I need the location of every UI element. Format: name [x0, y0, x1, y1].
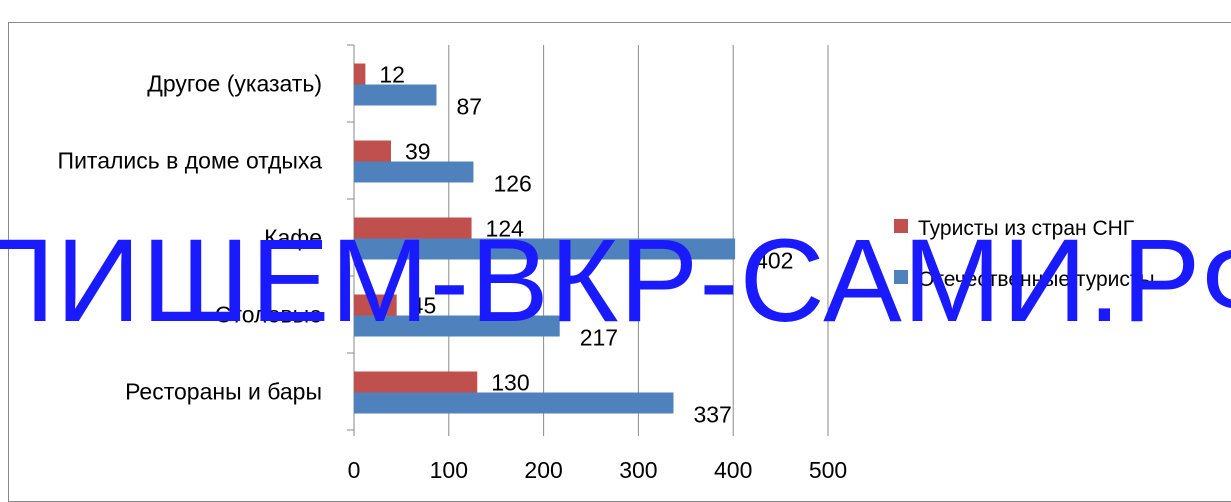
bar-cis — [354, 371, 478, 393]
bar-domestic — [354, 315, 560, 337]
data-label-cis: 45 — [411, 293, 437, 319]
x-tick-label: 100 — [430, 457, 468, 483]
watermark-text: ПИШЕМ-ВКР-САМИ.РФ — [0, 215, 1231, 347]
bar-cis — [354, 63, 366, 85]
data-label-domestic: 402 — [755, 248, 793, 274]
x-tick-label: 300 — [619, 457, 657, 483]
bar-domestic — [354, 84, 437, 106]
data-label-cis: 124 — [486, 216, 525, 242]
category-label: Столовые — [215, 302, 322, 328]
legend-swatch — [894, 270, 908, 284]
data-label-cis: 130 — [491, 370, 529, 396]
data-label-domestic: 337 — [693, 402, 731, 428]
legend-label: Отечественные туристы — [918, 268, 1155, 291]
legend-swatch — [894, 219, 908, 233]
bar-cis — [354, 140, 391, 162]
category-label: Рестораны и бары — [125, 379, 322, 405]
x-tick-label: 400 — [714, 457, 752, 483]
bar-cis — [354, 217, 472, 239]
category-label: Питались в доме отдыха — [58, 148, 323, 174]
category-label: Кафе — [264, 225, 322, 251]
legend: Туристы из стран СНГ Отечественные турист… — [894, 217, 1155, 291]
bar-cis — [354, 294, 397, 316]
category-label: Другое (указать) — [147, 71, 322, 97]
x-tick-label: 500 — [809, 457, 847, 483]
data-label-domestic: 217 — [580, 325, 618, 351]
data-label-domestic: 87 — [456, 94, 482, 120]
bar-domestic — [354, 392, 674, 414]
x-tick-label: 0 — [348, 457, 361, 483]
bars — [354, 63, 736, 414]
labels: 0 100 200 300 400 500 130 337 Рестораны и бары 45… — [58, 62, 848, 484]
bar-domestic — [354, 238, 736, 260]
data-label-cis: 12 — [379, 62, 405, 88]
data-label-cis: 39 — [405, 139, 431, 165]
x-tick-label: 200 — [524, 457, 562, 483]
data-label-domestic: 126 — [493, 171, 531, 197]
legend-label: Туристы из стран СНГ — [918, 217, 1134, 240]
bar-domestic — [354, 161, 474, 183]
